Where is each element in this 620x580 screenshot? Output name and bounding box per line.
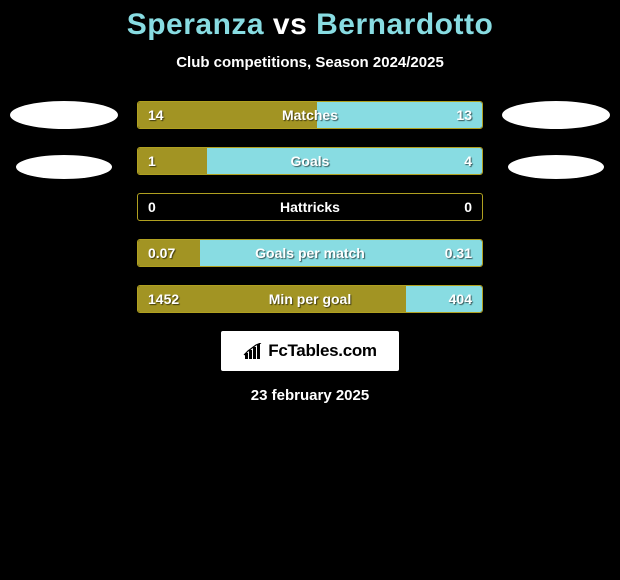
brand-box: FcTables.com — [221, 331, 399, 371]
stat-bar: 0.07 0.31 Goals per match — [137, 239, 483, 267]
player2-badge-placeholder — [508, 155, 604, 179]
date-text: 23 february 2025 — [251, 387, 369, 404]
stat-label: Hattricks — [280, 199, 340, 215]
stat-label: Goals — [291, 153, 330, 169]
player2-photo-placeholder — [502, 101, 610, 129]
stat-bar: 1 4 Goals — [137, 147, 483, 175]
bar-fill-right — [207, 148, 482, 174]
stat-value-left: 14 — [148, 107, 164, 123]
player2-column — [496, 101, 616, 205]
stat-value-left: 1 — [148, 153, 156, 169]
brand-chart-icon — [243, 343, 263, 359]
stat-value-right: 4 — [464, 153, 472, 169]
player1-badge-placeholder — [16, 155, 112, 179]
comparison-title: Speranza vs Bernardotto — [127, 8, 494, 42]
player1-photo-placeholder — [10, 101, 118, 129]
stat-value-right: 404 — [449, 291, 472, 307]
player2-name: Bernardotto — [316, 8, 493, 41]
stat-bar: 1452 404 Min per goal — [137, 285, 483, 313]
player1-column — [4, 101, 124, 205]
stat-bar: 0 0 Hattricks — [137, 193, 483, 221]
content-area: 1413Matches14Goals00Hattricks0.070.31Goa… — [0, 101, 620, 313]
stat-value-right: 0 — [464, 199, 472, 215]
stats-bars: 1413Matches14Goals00Hattricks0.070.31Goa… — [137, 101, 483, 313]
stat-value-left: 0 — [148, 199, 156, 215]
stat-value-right: 13 — [456, 107, 472, 123]
stat-label: Goals per match — [255, 245, 365, 261]
brand-text: FcTables.com — [268, 341, 377, 361]
stat-label: Matches — [282, 107, 338, 123]
stat-value-left: 0.07 — [148, 245, 175, 261]
stat-value-right: 0.31 — [445, 245, 472, 261]
vs-text: vs — [273, 8, 307, 41]
stat-value-left: 1452 — [148, 291, 179, 307]
stat-label: Min per goal — [269, 291, 351, 307]
player1-name: Speranza — [127, 8, 264, 41]
stat-bar: 14 13 Matches — [137, 101, 483, 129]
subtitle: Club competitions, Season 2024/2025 — [176, 54, 444, 71]
